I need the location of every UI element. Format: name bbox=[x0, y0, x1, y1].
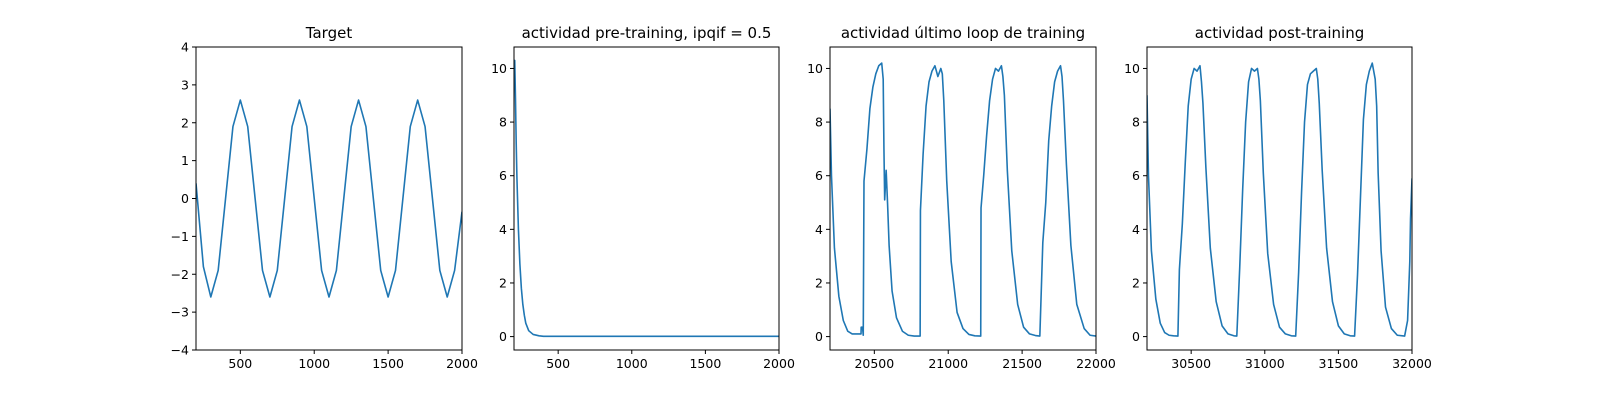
x-tick-label: 31500 bbox=[1319, 356, 1359, 371]
x-tick-label: 21000 bbox=[928, 356, 968, 371]
y-tick-label: 0 bbox=[815, 329, 823, 344]
x-tick-label: 1500 bbox=[689, 356, 721, 371]
y-tick-label: 6 bbox=[1132, 168, 1140, 183]
y-tick-label: 10 bbox=[1124, 61, 1140, 76]
y-tick-label: 2 bbox=[815, 275, 823, 290]
y-tick-label: 2 bbox=[1132, 275, 1140, 290]
y-tick-label: 3 bbox=[181, 77, 189, 92]
x-tick-label: 1000 bbox=[298, 356, 330, 371]
x-tick-label: 2000 bbox=[763, 356, 795, 371]
subplot-title: Target bbox=[305, 24, 353, 42]
x-tick-label: 1000 bbox=[616, 356, 648, 371]
y-tick-label: −4 bbox=[171, 343, 189, 358]
x-tick-label: 500 bbox=[546, 356, 570, 371]
subplot-title: actividad post-training bbox=[1195, 24, 1364, 42]
subplot-target: 500 1000 1500 2000 −4 −3 −2 −1 0 1 2 3 4 Target bbox=[171, 24, 478, 371]
y-tick-label: 10 bbox=[807, 61, 823, 76]
subplot-last-training-loop: 20500 21000 21500 22000 0 2 4 6 8 10 actividad últ… bbox=[807, 24, 1116, 371]
y-tick-label: 4 bbox=[1132, 222, 1140, 237]
y-tick-label: −3 bbox=[171, 305, 189, 320]
subplot-post-training: 30500 31000 31500 32000 0 2 4 6 8 10 actividad pos… bbox=[1124, 24, 1432, 371]
y-tick-label: 2 bbox=[499, 275, 507, 290]
y-tick-label: 8 bbox=[1132, 115, 1140, 130]
x-tick-label: 30500 bbox=[1171, 356, 1211, 371]
y-tick-label: 8 bbox=[499, 115, 507, 130]
series-line bbox=[196, 99, 462, 298]
y-tick-label: 0 bbox=[499, 329, 507, 344]
x-tick-label: 31000 bbox=[1245, 356, 1285, 371]
axes-frame bbox=[513, 46, 780, 351]
y-tick-label: 6 bbox=[499, 168, 507, 183]
y-tick-label: 6 bbox=[815, 168, 823, 183]
y-tick-label: 0 bbox=[1132, 329, 1140, 344]
subplot-pre-training: 500 1000 1500 2000 0 2 4 6 8 10 actividad pre-trai… bbox=[491, 24, 795, 371]
y-tick-label: 4 bbox=[181, 40, 189, 55]
y-tick-label: 8 bbox=[815, 115, 823, 130]
y-tick-label: 4 bbox=[499, 222, 507, 237]
y-tick-label: −1 bbox=[171, 229, 189, 244]
series-line bbox=[830, 62, 1096, 337]
axes-frame bbox=[829, 46, 1097, 351]
y-tick-label: −2 bbox=[171, 267, 189, 282]
y-tick-label: 10 bbox=[491, 61, 507, 76]
y-tick-label: 2 bbox=[181, 115, 189, 130]
x-tick-label: 2000 bbox=[446, 356, 478, 371]
subplot-title: actividad último loop de training bbox=[841, 24, 1085, 42]
series-line bbox=[1147, 62, 1412, 337]
x-tick-label: 32000 bbox=[1392, 356, 1432, 371]
x-tick-label: 500 bbox=[228, 356, 252, 371]
x-tick-label: 1500 bbox=[372, 356, 404, 371]
series-line bbox=[514, 59, 779, 338]
x-tick-label: 21500 bbox=[1002, 356, 1042, 371]
subplot-title: actividad pre-training, ipqif = 0.5 bbox=[522, 24, 772, 42]
axes-frame bbox=[1146, 46, 1413, 351]
x-tick-label: 20500 bbox=[854, 356, 894, 371]
y-tick-label: 4 bbox=[815, 222, 823, 237]
y-tick-label: 0 bbox=[181, 191, 189, 206]
x-tick-label: 22000 bbox=[1076, 356, 1116, 371]
y-tick-label: 1 bbox=[181, 153, 189, 168]
